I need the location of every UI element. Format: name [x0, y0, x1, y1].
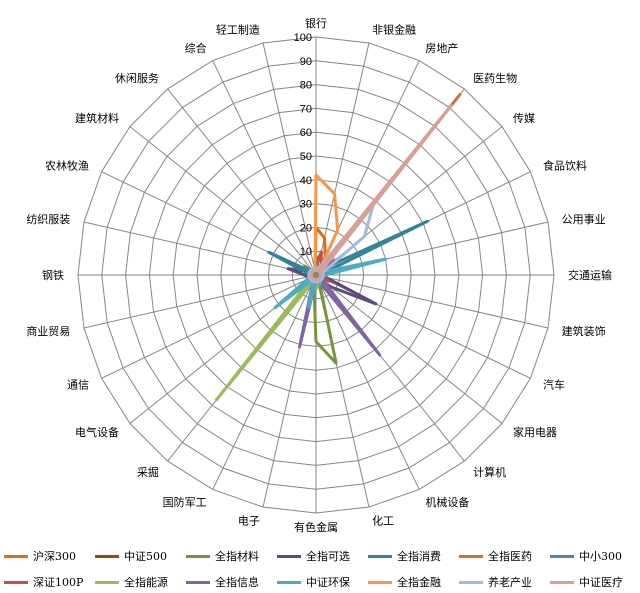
- legend-swatch: [459, 554, 483, 558]
- legend-item: 中证500: [95, 548, 186, 564]
- grid-spoke: [315, 274, 503, 424]
- legend-swatch: [186, 554, 210, 558]
- legend-label: 全指消费: [397, 550, 441, 563]
- legend-swatch: [277, 554, 301, 558]
- category-label: 轻工制造: [216, 22, 260, 36]
- legend-swatch: [459, 580, 483, 584]
- r-tick-label: 70: [300, 103, 312, 115]
- legend-label: 养老产业: [488, 576, 532, 589]
- r-tick-label: 20: [300, 222, 312, 234]
- legend-item: 全指可选: [277, 548, 368, 564]
- grid-spoke: [167, 88, 317, 276]
- r-tick-label: 30: [300, 199, 312, 211]
- legend-label: 全指医药: [488, 550, 532, 563]
- category-label: 医药生物: [473, 71, 517, 85]
- category-label: 家用电器: [513, 425, 557, 439]
- legend-item: 中证环保: [277, 574, 368, 590]
- legend-label: 沪深300: [33, 550, 76, 563]
- category-label: 有色金属: [294, 520, 338, 534]
- category-label: 交通运输: [568, 268, 612, 282]
- legend-label: 中证医疗: [579, 576, 623, 589]
- category-label: 食品饮料: [543, 159, 587, 173]
- r-tick-label: 60: [300, 127, 312, 139]
- category-label: 休闲服务: [115, 71, 159, 85]
- legend-swatch: [4, 580, 28, 584]
- legend-swatch: [368, 580, 392, 584]
- category-label: 电子: [238, 515, 260, 528]
- legend: 沪深300 中证500 全指材料 全指可选 全指消费 全指医药 中小300 深证100P 全指能…: [4, 548, 640, 590]
- category-label: 非银金融: [372, 22, 416, 36]
- legend-item: 全指材料: [186, 548, 277, 564]
- category-label: 建筑材料: [75, 111, 119, 125]
- legend-item: 全指金融: [368, 574, 459, 590]
- legend-swatch: [368, 554, 392, 558]
- category-label: 采掘: [137, 465, 159, 479]
- legend-swatch: [95, 580, 119, 584]
- legend-label: 全指金融: [397, 576, 441, 589]
- series-line: [307, 200, 376, 284]
- legend-item: 中证医疗: [550, 574, 640, 590]
- category-label: 建筑装饰: [562, 324, 606, 338]
- legend-label: 全指信息: [215, 576, 259, 589]
- r-tick-label: 40: [300, 175, 312, 187]
- legend-label: 全指能源: [124, 576, 168, 589]
- r-tick-label: 100: [294, 32, 312, 44]
- legend-swatch: [186, 580, 210, 584]
- grid-spoke: [315, 274, 549, 329]
- legend-swatch: [277, 580, 301, 584]
- category-label: 钢铁: [42, 269, 64, 282]
- legend-swatch: [4, 554, 28, 558]
- legend-item: 中小300: [550, 548, 640, 564]
- category-label: 通信: [67, 378, 89, 391]
- legend-item: 全指信息: [186, 574, 277, 590]
- category-label: 电气设备: [75, 425, 119, 439]
- category-label: 房地产: [425, 41, 458, 55]
- r-tick-label: 90: [300, 56, 312, 68]
- grid-spoke: [212, 274, 317, 490]
- category-label: 化工: [372, 514, 394, 528]
- grid-spoke: [101, 274, 317, 379]
- legend-item: 全指消费: [368, 548, 459, 564]
- category-label: 传媒: [513, 112, 535, 125]
- category-label: 综合: [185, 41, 207, 55]
- category-label: 公用事业: [562, 213, 606, 226]
- category-label: 银行: [305, 16, 327, 30]
- legend-item: 全指医药: [459, 548, 550, 564]
- r-tick-label: 50: [300, 151, 312, 163]
- legend-item: 深证100P: [4, 574, 95, 590]
- legend-item: 全指能源: [95, 574, 186, 590]
- category-label: 计算机: [473, 465, 506, 479]
- category-label: 农林牧渔: [45, 159, 89, 173]
- legend-label: 中证500: [124, 550, 167, 563]
- grid-spoke: [212, 60, 317, 276]
- legend-item: 养老产业: [459, 574, 550, 590]
- category-label: 国防军工: [163, 495, 207, 509]
- radar-plot-area: 银行 非银金融房地产医药生物传媒食品饮料公用事业交通运输建筑装饰汽车家用电器计算机…: [26, 16, 612, 534]
- category-label: 商业贸易: [26, 324, 70, 338]
- r-tick-label: 80: [300, 80, 312, 92]
- legend-label: 全指可选: [306, 550, 350, 563]
- grid-spoke: [129, 126, 317, 276]
- legend-swatch: [95, 554, 119, 558]
- legend-label: 全指材料: [215, 550, 259, 563]
- category-label: 纺织服装: [26, 212, 70, 226]
- legend-swatch: [550, 580, 574, 584]
- legend-swatch: [550, 554, 574, 558]
- r-tick-label: 10: [300, 246, 312, 258]
- grid-spoke: [315, 274, 420, 490]
- series-line: [309, 104, 453, 282]
- grid-spoke: [83, 221, 317, 276]
- legend-item: 沪深300: [4, 548, 95, 564]
- series-line: [215, 268, 325, 402]
- legend-label: 中小300: [579, 550, 622, 563]
- legend-label: 深证100P: [33, 576, 84, 589]
- category-label: 机械设备: [425, 495, 469, 509]
- category-label: 汽车: [543, 377, 565, 391]
- grid-spoke: [262, 42, 317, 276]
- grid-spoke: [83, 274, 317, 329]
- legend-label: 中证环保: [306, 576, 350, 589]
